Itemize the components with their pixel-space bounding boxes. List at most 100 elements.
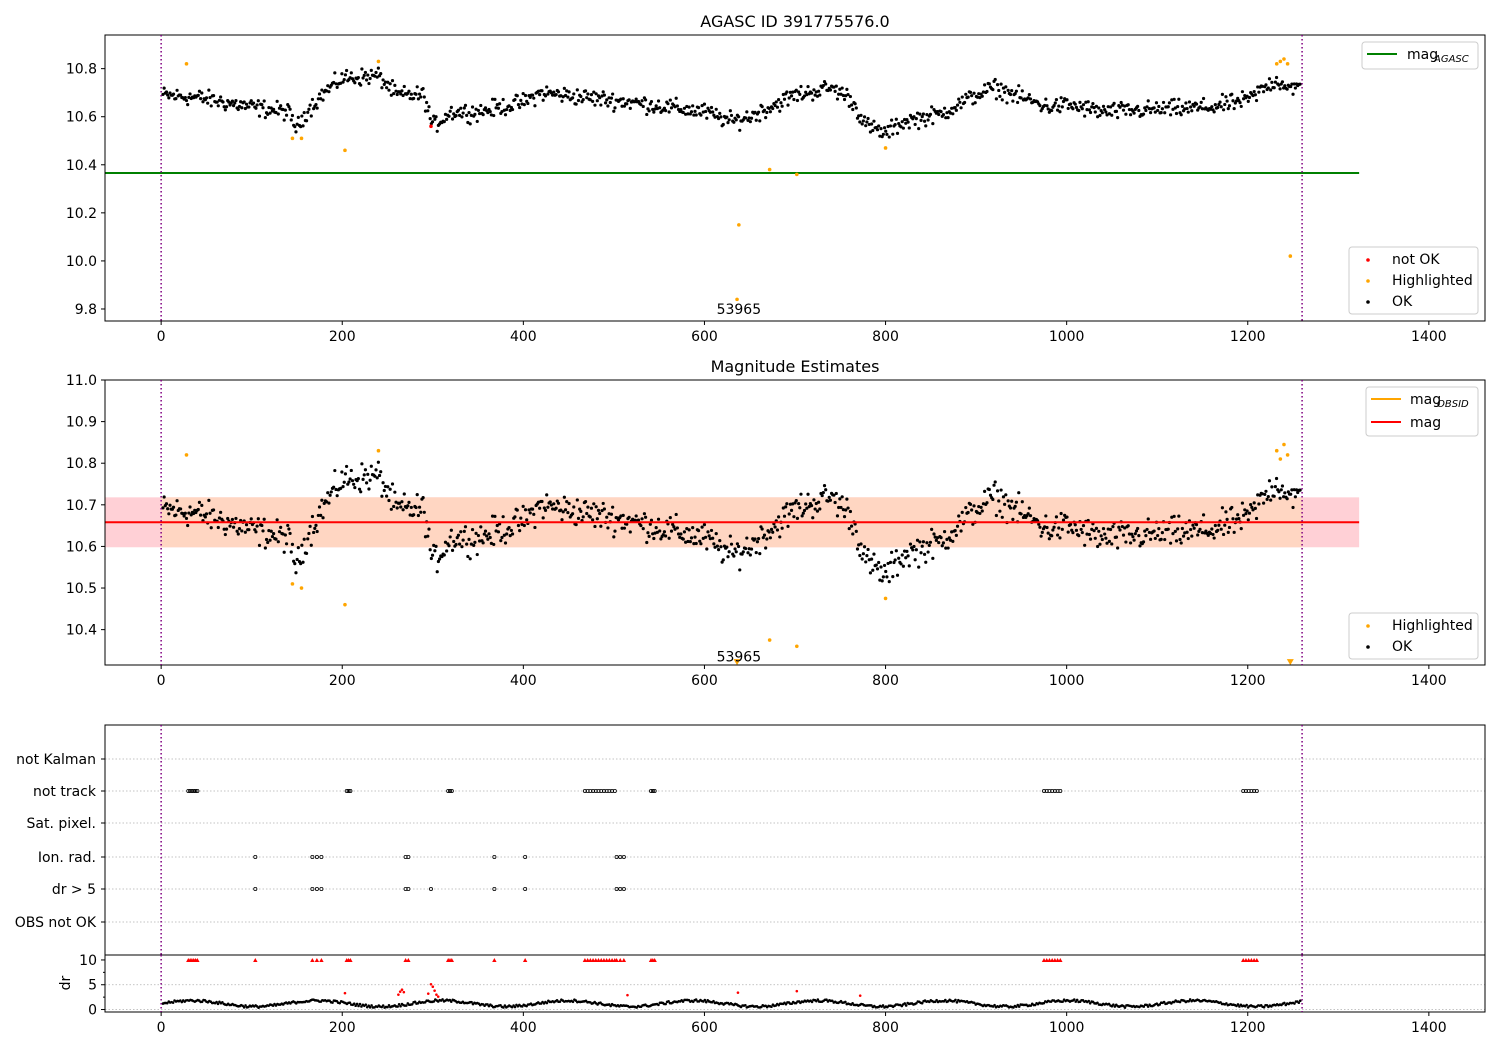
ok-point	[1277, 490, 1281, 494]
ok-point	[521, 91, 525, 96]
ok-point	[1200, 531, 1204, 535]
ok-point	[434, 115, 438, 119]
ok-point	[445, 117, 449, 121]
ok-point	[1045, 104, 1049, 108]
ok-point	[549, 503, 554, 507]
ok-point	[488, 535, 492, 540]
dr-point-not-ok	[398, 990, 402, 993]
y-tick-label: 9.8	[75, 302, 97, 318]
ok-point	[496, 106, 501, 110]
ok-point	[1114, 109, 1119, 113]
ok-point	[1244, 512, 1248, 516]
ok-point	[244, 102, 249, 106]
ok-point	[1019, 512, 1023, 516]
ok-point	[416, 513, 420, 518]
ok-point	[1246, 518, 1250, 522]
ok-point	[944, 116, 948, 120]
ok-point	[429, 556, 433, 561]
not-track-marker	[1052, 789, 1057, 794]
ok-point	[784, 505, 788, 509]
ok-point	[583, 500, 588, 504]
y-tick-label: 10.6	[66, 110, 97, 126]
ok-point	[219, 510, 223, 514]
ok-point	[479, 525, 483, 529]
ok-point	[279, 104, 283, 108]
ok-point	[533, 525, 537, 530]
ok-point	[874, 563, 878, 567]
ok-point	[483, 529, 488, 533]
ok-point	[428, 117, 432, 121]
ok-point	[359, 490, 363, 494]
ok-point	[688, 540, 692, 544]
ok-point	[937, 112, 941, 117]
ok-point	[386, 485, 390, 489]
ok-point	[1060, 105, 1064, 109]
ok-point	[667, 536, 671, 540]
ok-point	[920, 544, 924, 548]
ok-point	[304, 551, 309, 556]
ok-point	[877, 560, 881, 565]
ok-point	[963, 100, 967, 105]
legend-label-not-ok: not OK	[1392, 252, 1440, 268]
ok-point	[633, 518, 637, 522]
ok-point	[920, 114, 924, 119]
ok-point	[1226, 530, 1230, 534]
ok-point	[409, 92, 413, 96]
ok-point	[994, 97, 998, 101]
ok-point	[1098, 542, 1102, 546]
ok-point	[845, 497, 849, 501]
ok-point	[1097, 529, 1101, 533]
ok-point	[1103, 532, 1107, 536]
ok-point	[841, 508, 845, 512]
ok-point	[922, 119, 927, 123]
ok-point	[773, 103, 777, 108]
ok-point	[634, 97, 638, 101]
ok-point	[344, 464, 349, 469]
ok-point	[426, 109, 430, 113]
ok-point	[725, 545, 729, 549]
dr5-marker	[314, 887, 319, 892]
x-tick-label: 0	[157, 329, 166, 345]
ok-point	[235, 529, 239, 533]
ok-point	[365, 78, 369, 82]
ok-point	[1053, 101, 1057, 105]
ok-point	[1234, 99, 1239, 103]
ok-point	[476, 533, 481, 538]
ok-point	[915, 538, 920, 542]
ok-point	[1013, 91, 1017, 96]
dr-point-not-ok	[426, 992, 430, 995]
ok-point	[267, 105, 271, 110]
ok-point	[575, 88, 579, 92]
ok-point	[744, 116, 748, 120]
dr-point	[1087, 999, 1091, 1003]
ok-point	[627, 515, 631, 519]
ok-point	[598, 96, 602, 100]
ok-point	[970, 94, 974, 98]
ok-point	[1280, 484, 1285, 488]
ok-point	[1250, 505, 1254, 509]
ok-point	[901, 564, 905, 568]
ok-point	[589, 506, 594, 510]
dr-capped-marker	[1254, 957, 1260, 962]
legend-sub-obsid: OBSID	[1437, 399, 1469, 410]
ok-point	[928, 112, 933, 116]
ok-point	[997, 88, 1001, 93]
ok-point	[714, 107, 718, 111]
ok-point	[166, 507, 170, 511]
ok-point	[951, 112, 955, 116]
ok-point	[605, 515, 609, 519]
not-track-marker	[596, 789, 601, 794]
not-ok-point	[429, 124, 433, 129]
ok-point	[844, 508, 848, 512]
ok-point	[487, 532, 491, 536]
ok-point	[1114, 535, 1119, 539]
ion-rad-marker	[253, 855, 258, 860]
ok-point	[1219, 527, 1223, 531]
dr-point	[903, 1002, 907, 1005]
ok-point	[1010, 499, 1014, 503]
ok-point	[1119, 100, 1123, 105]
ok-point	[1177, 514, 1181, 518]
ok-point	[1157, 104, 1161, 109]
ok-point	[347, 480, 351, 484]
ok-point	[565, 500, 569, 504]
